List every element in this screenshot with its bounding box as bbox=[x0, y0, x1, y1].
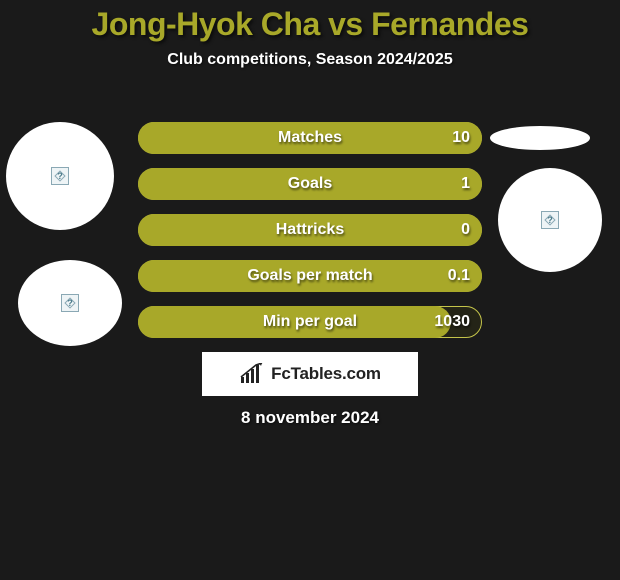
stats-bars: Matches10Goals1Hattricks0Goals per match… bbox=[138, 122, 482, 352]
avatar-top-left bbox=[6, 122, 114, 230]
stat-bar-value: 0.1 bbox=[448, 267, 470, 285]
stat-bar-label: Goals per match bbox=[138, 267, 482, 285]
date-line: 8 november 2024 bbox=[0, 408, 620, 428]
image-placeholder-icon bbox=[61, 294, 79, 312]
ellipse-top-right bbox=[490, 126, 590, 150]
brand-box: FcTables.com bbox=[202, 352, 418, 396]
stat-bar-value: 10 bbox=[452, 129, 470, 147]
stat-bar: Hattricks0 bbox=[138, 214, 482, 246]
stat-bar-value: 1 bbox=[461, 175, 470, 193]
avatar-bottom-left bbox=[18, 260, 122, 346]
page-subtitle: Club competitions, Season 2024/2025 bbox=[0, 51, 620, 69]
avatar-right bbox=[498, 168, 602, 272]
stat-bar: Matches10 bbox=[138, 122, 482, 154]
brand-text: FcTables.com bbox=[271, 364, 381, 384]
image-placeholder-icon bbox=[541, 211, 559, 229]
stat-bar-label: Matches bbox=[138, 129, 482, 147]
stat-bar-value: 0 bbox=[461, 221, 470, 239]
stat-bar-label: Hattricks bbox=[138, 221, 482, 239]
stat-bar: Goals1 bbox=[138, 168, 482, 200]
stat-bar-label: Goals bbox=[138, 175, 482, 193]
stat-bar-value: 1030 bbox=[434, 313, 470, 331]
page-title: Jong-Hyok Cha vs Fernandes bbox=[0, 0, 620, 43]
image-placeholder-icon bbox=[51, 167, 69, 185]
bar-chart-icon bbox=[239, 363, 265, 385]
stat-bar: Min per goal1030 bbox=[138, 306, 482, 338]
stat-bar-label: Min per goal bbox=[138, 313, 482, 331]
stat-bar: Goals per match0.1 bbox=[138, 260, 482, 292]
